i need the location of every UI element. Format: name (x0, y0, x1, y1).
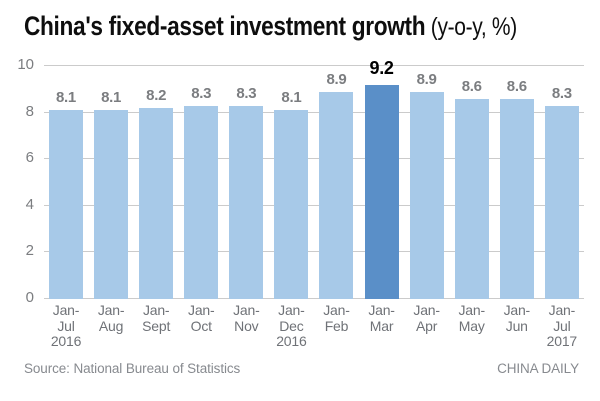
x-tick-label: Jan- Aug (97, 302, 125, 334)
x-tick: Jan- Jul 2016 (49, 302, 83, 351)
y-tick-label: 10 (17, 56, 34, 73)
bar (454, 98, 489, 299)
bar-value-label: 8.1 (101, 89, 122, 107)
bar (49, 110, 83, 299)
y-tick-label: 2 (25, 242, 34, 260)
x-tick: Jan- May (455, 302, 489, 351)
y-tick-label: 4 (25, 195, 34, 213)
bar (274, 110, 309, 299)
x-axis: Jan- Jul 2016 Jan- Aug Jan- Sept Jan- Oct Jan- Nov… (44, 302, 584, 351)
chart-footer: Source: National Bureau of Statistics CH… (24, 361, 579, 376)
bar-value-label: 8.3 (191, 84, 212, 102)
source-note: Source: National Bureau of Statistics (24, 361, 241, 376)
bar (139, 107, 174, 299)
x-tick: Jan- Oct (184, 302, 218, 351)
x-tick-label: Jan- Dec 2016 (276, 302, 307, 349)
bar-value-label: 8.9 (416, 70, 437, 88)
chart-title: China's fixed-asset investment growth (y… (24, 11, 517, 42)
bar (184, 105, 219, 299)
y-tick-label: 8 (25, 102, 34, 120)
chart-title-main: China's fixed-asset investment growth (24, 11, 426, 41)
plot-area: 8.1 8.1 8.2 8.3 8.3 8.1 8.9 9.2 8.9 8.6 8.6 8.3 (44, 58, 584, 299)
gridline (44, 111, 584, 113)
bar-slot: 8.3 (184, 66, 219, 299)
x-tick: Jan- Jul 2017 (545, 302, 579, 351)
bar-slot: 8.6 (499, 66, 534, 299)
bar (544, 105, 579, 299)
bar-value-label: 8.6 (506, 77, 527, 95)
x-tick-label: Jan- Jul 2016 (50, 302, 82, 349)
x-tick: Jan- Aug (94, 302, 128, 351)
bar (319, 91, 354, 299)
x-tick-label: Jan- Apr (413, 302, 440, 334)
x-tick-label: Jan- Feb (323, 302, 350, 334)
bar-value-label: 8.9 (326, 70, 347, 88)
bar-slot: 8.9 (319, 66, 354, 299)
x-tick-label: Jan- Nov (233, 302, 260, 334)
bar-slot: 8.9 (409, 66, 444, 299)
bar (94, 110, 129, 299)
credit-label: CHINA DAILY (497, 361, 579, 376)
x-tick-label: Jan- Sept (142, 302, 171, 334)
x-tick: Jan- Feb (319, 302, 353, 351)
chart-title-unit: (y-o-y, %) (425, 13, 517, 41)
bar-value-label: 8.1 (281, 89, 302, 107)
x-tick-label: Jan- May (458, 302, 485, 334)
bar-slot: 8.6 (454, 66, 489, 299)
bar-highlighted (364, 84, 399, 299)
bar-slot: 8.1 (94, 66, 129, 299)
x-tick-label: Jan- Oct (188, 302, 215, 334)
gridline (44, 204, 584, 206)
gridline (44, 158, 584, 160)
x-tick: Jan- Apr (410, 302, 444, 351)
x-tick: Jan- Dec 2016 (274, 302, 308, 351)
bar (229, 105, 264, 299)
bar-value-label: 8.1 (56, 89, 76, 107)
x-tick: Jan- Nov (229, 302, 263, 351)
gridline (44, 65, 584, 66)
gridline (44, 298, 584, 299)
y-tick-label: 0 (25, 289, 34, 306)
y-tick-label: 6 (25, 149, 34, 167)
bar-slot: 8.1 (49, 66, 83, 299)
x-tick: Jan- Sept (139, 302, 173, 351)
y-axis: 0 2 4 6 8 10 (0, 57, 37, 306)
bar-value-label: 8.6 (461, 77, 482, 95)
x-tick: Jan- Jun (500, 302, 534, 351)
bar-value-label: 9.2 (369, 57, 394, 78)
gridline (44, 251, 584, 253)
bar-value-label: 8.2 (146, 86, 167, 104)
bar-slot: 8.2 (139, 66, 174, 299)
x-tick-label: Jan- Jun (503, 302, 531, 334)
bar-slot: 8.1 (274, 66, 309, 299)
x-tick-label: Jan- Mar (368, 302, 395, 334)
x-tick: Jan- Mar (365, 302, 399, 351)
bar (499, 98, 534, 299)
bar (409, 91, 444, 299)
bar-value-label: 8.3 (236, 84, 257, 102)
bar-value-label: 8.3 (551, 84, 572, 102)
bar-slot: 9.2 (364, 58, 399, 299)
x-tick-label: Jan- Jul 2017 (546, 302, 578, 349)
bar-slot: 8.3 (544, 66, 579, 299)
bar-slot: 8.3 (229, 66, 264, 299)
bars: 8.1 8.1 8.2 8.3 8.3 8.1 8.9 9.2 8.9 8.6 8.6 8.3 (44, 58, 584, 299)
